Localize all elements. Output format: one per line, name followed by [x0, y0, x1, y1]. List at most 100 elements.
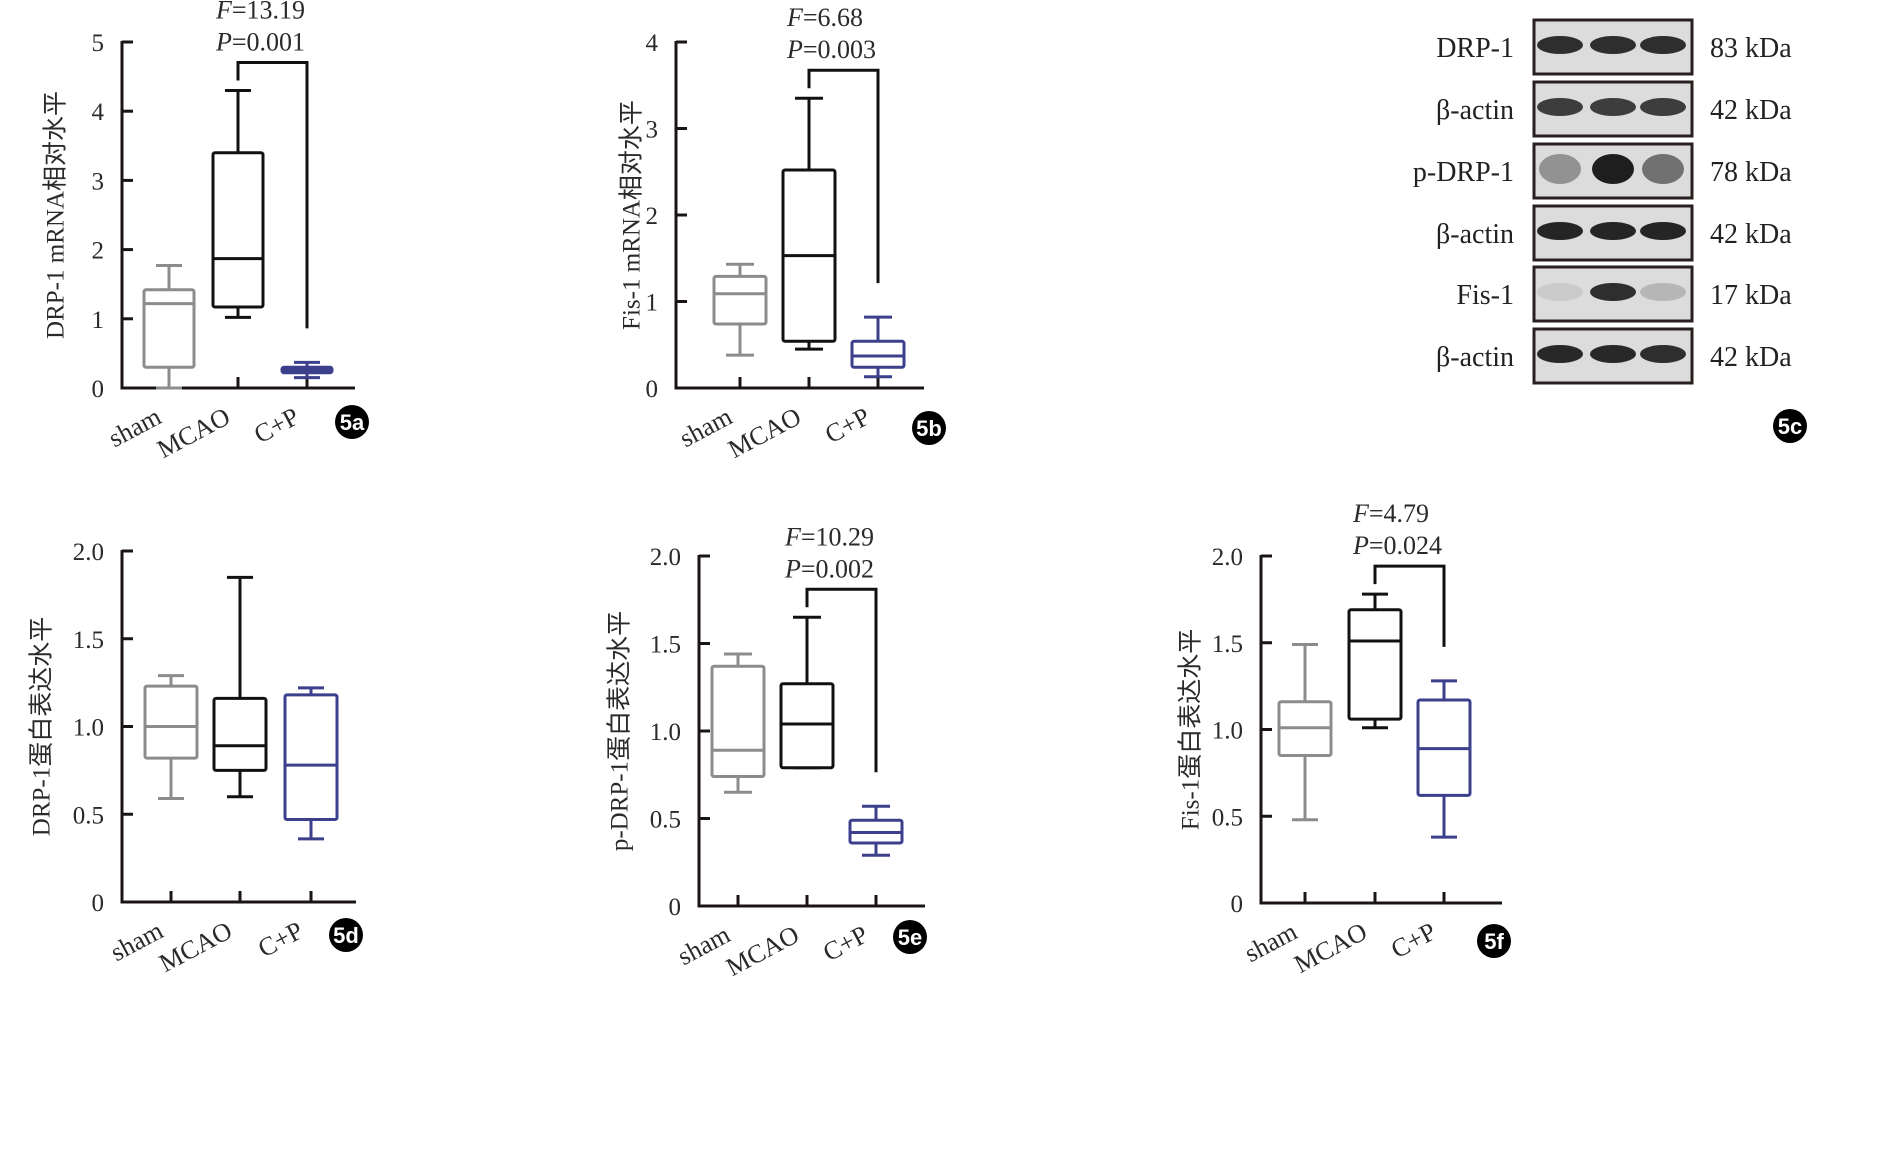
f-symbol: F	[786, 3, 804, 32]
blot-band	[1590, 283, 1636, 301]
box-C+P	[850, 315, 906, 379]
box-iqr	[143, 684, 199, 760]
box-iqr	[283, 693, 339, 822]
panel-badge-label: 5e	[898, 925, 922, 950]
y-tick-label: 1.5	[1212, 631, 1243, 658]
f-symbol: F	[1352, 499, 1370, 528]
significance-bracket	[1373, 564, 1446, 647]
y-tick-label: 1.0	[650, 719, 681, 746]
y-tick-label: 0.5	[1212, 804, 1243, 831]
blot-band	[1590, 345, 1636, 363]
blot-protein-label: Fis-1	[1456, 280, 1514, 311]
y-tick-label: 1	[92, 307, 105, 334]
box-MCAO	[212, 575, 268, 799]
blot-band	[1640, 222, 1686, 240]
y-tick-label: 1.0	[1212, 718, 1243, 745]
y-tick-label: 3	[92, 168, 105, 195]
stat-f-text: F=4.79	[1352, 499, 1429, 528]
y-tick-label: 4	[646, 30, 659, 57]
x-tick-label: C+P	[818, 920, 873, 967]
blot-protein-label: p-DRP-1	[1413, 157, 1514, 188]
box-C+P	[848, 804, 904, 857]
stat-p-text: P=0.003	[786, 35, 876, 64]
significance-bracket	[807, 68, 880, 284]
p-symbol: P	[215, 27, 232, 56]
blot-band	[1537, 98, 1583, 116]
f-value: =13.19	[232, 0, 305, 24]
blot-band	[1640, 98, 1686, 116]
box-iqr	[211, 151, 265, 309]
x-tick-label: MCAO	[1289, 917, 1371, 979]
y-tick-label: 0	[92, 376, 105, 403]
panel-badge-label: 5c	[1778, 414, 1802, 439]
panel-badge	[329, 918, 363, 952]
box-iqr	[1347, 608, 1403, 721]
blot-band	[1642, 154, 1684, 184]
y-axis-label: DRP-1 mRNA相对水平	[42, 91, 70, 339]
blot-band	[1590, 222, 1636, 240]
blot-row: β-actin 42 kDa	[1436, 80, 1792, 138]
y-tick-label: 0.5	[650, 807, 681, 834]
blot-size-label: 78 kDa	[1710, 157, 1792, 188]
y-tick-label: 3	[646, 117, 659, 144]
panel-badge	[912, 411, 946, 445]
box-iqr	[850, 339, 906, 369]
blot-size-label: 42 kDa	[1710, 95, 1792, 126]
stat-f-text: F=10.29	[784, 522, 874, 551]
blot-row: DRP-1 83 kDa	[1436, 18, 1792, 76]
y-tick-label: 5	[92, 30, 105, 57]
y-tick-label: 2	[92, 238, 105, 265]
p-value: =0.024	[1369, 531, 1442, 560]
x-tick-label: MCAO	[723, 402, 805, 464]
y-tick-label: 0.5	[73, 802, 104, 829]
stat-f-text: F=6.68	[786, 3, 863, 32]
p-value: =0.002	[801, 554, 874, 583]
box-iqr	[779, 682, 835, 770]
y-tick-label: 0	[669, 894, 682, 921]
x-tick-label: C+P	[253, 916, 308, 963]
y-tick-label: 1.5	[73, 627, 104, 654]
f-value: =6.68	[803, 3, 863, 32]
y-tick-label: 4	[92, 99, 105, 126]
panel-badge	[1773, 409, 1807, 443]
blot-band	[1640, 283, 1686, 301]
blot-size-label: 17 kDa	[1710, 280, 1792, 311]
y-tick-label: 2.0	[650, 544, 681, 571]
blot-size-label: 42 kDa	[1710, 342, 1792, 373]
stat-p-text: P=0.002	[784, 554, 874, 583]
box-sham	[142, 264, 196, 390]
y-tick-label: 0	[1231, 891, 1244, 918]
x-tick-label: C+P	[1386, 917, 1441, 964]
y-tick-label: 0	[646, 376, 659, 403]
blot-row: β-actin 42 kDa	[1436, 327, 1792, 385]
blot-row: β-actin 42 kDa	[1436, 204, 1792, 262]
blot-row: Fis-1 17 kDa	[1456, 265, 1792, 323]
panel-badge-label: 5b	[916, 416, 942, 441]
blot-band	[1537, 222, 1583, 240]
p-value: =0.001	[232, 27, 305, 56]
x-tick-label: MCAO	[721, 920, 803, 982]
y-axis-label: Fis-1蛋白表达水平	[1177, 629, 1205, 830]
blot-band	[1537, 36, 1583, 54]
box-sham	[710, 652, 766, 794]
box-MCAO	[211, 88, 265, 319]
x-tick-label: MCAO	[154, 916, 236, 978]
y-axis-label: DRP-1蛋白表达水平	[28, 617, 56, 836]
box-C+P	[280, 360, 334, 380]
p-symbol: P	[784, 554, 801, 583]
box-iqr	[712, 274, 768, 326]
blot-protein-label: β-actin	[1436, 342, 1514, 373]
panel-badge	[335, 405, 369, 439]
panel-badge	[893, 920, 927, 954]
blot-band	[1590, 98, 1636, 116]
y-tick-label: 1	[646, 290, 659, 317]
blot-band	[1537, 345, 1583, 363]
box-iqr	[142, 288, 196, 369]
f-symbol: F	[784, 522, 802, 551]
box-MCAO	[1347, 592, 1403, 730]
x-tick-label: C+P	[249, 402, 304, 449]
box-C+P	[283, 686, 339, 841]
